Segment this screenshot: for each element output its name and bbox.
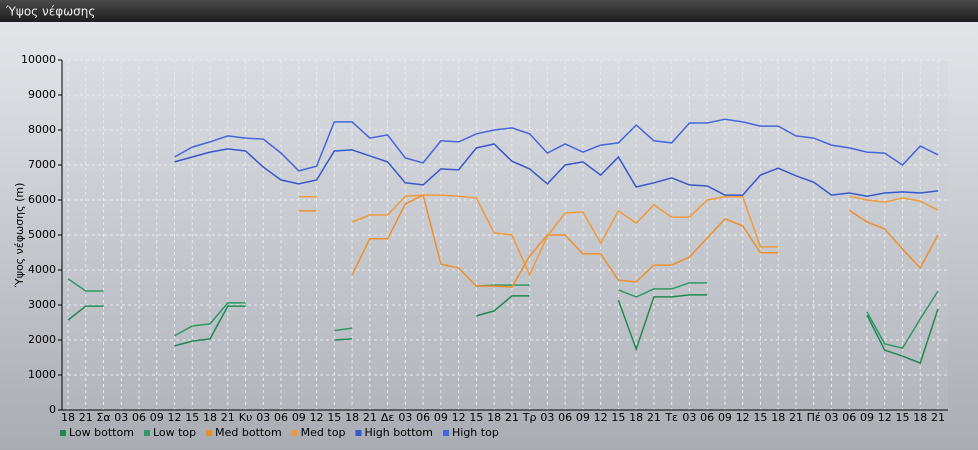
- x-tick-label: 03: [540, 411, 554, 424]
- series-line: [174, 302, 246, 337]
- x-tick-label: 09: [434, 411, 448, 424]
- series-line: [849, 195, 939, 211]
- title-bar: [0, 0, 978, 22]
- legend-swatch: [206, 430, 213, 436]
- x-tick-label: Κυ: [239, 411, 253, 424]
- x-tick-label: 21: [79, 411, 93, 424]
- x-tick-label: 18: [61, 411, 75, 424]
- y-tick-label: 1000: [28, 368, 56, 381]
- series-line: [617, 294, 708, 352]
- y-tick-label: 5000: [28, 228, 56, 241]
- legend-label: Med bottom: [215, 426, 282, 439]
- legend-swatch: [291, 430, 298, 436]
- legend-label: Med top: [301, 426, 346, 439]
- x-tick-label: 03: [824, 411, 838, 424]
- y-tick-label: 7000: [28, 158, 56, 171]
- x-tick-label: 18: [629, 411, 643, 424]
- x-tick-label: 21: [789, 411, 803, 424]
- x-tick-label: 21: [221, 411, 235, 424]
- series-line: [848, 209, 939, 270]
- x-tick-label: Τρ: [522, 411, 537, 424]
- legend-swatch: [355, 430, 362, 436]
- x-tick-label: 03: [682, 411, 696, 424]
- x-tick-label: 15: [469, 411, 483, 424]
- x-tick-label: 12: [310, 411, 324, 424]
- y-tick-label: 10000: [21, 53, 56, 66]
- x-tick-label: 15: [611, 411, 625, 424]
- x-tick-label: 21: [505, 411, 519, 424]
- x-tick-label: 03: [398, 411, 412, 424]
- legend-swatch: [60, 430, 66, 436]
- x-tick-label: 12: [736, 411, 750, 424]
- x-tick-label: 18: [487, 411, 501, 424]
- x-tick-label: 18: [203, 411, 217, 424]
- series-line: [334, 327, 353, 332]
- y-tick-label: 3000: [28, 298, 56, 311]
- legend-label: Low bottom: [69, 426, 134, 439]
- x-tick-label: 06: [274, 411, 288, 424]
- x-tick-label: 15: [327, 411, 341, 424]
- x-tick-label: 21: [363, 411, 377, 424]
- x-tick-label: 03: [114, 411, 128, 424]
- x-tick-label: 18: [771, 411, 785, 424]
- x-tick-label: 09: [292, 411, 306, 424]
- x-tick-label: Δε: [381, 411, 395, 424]
- series-line: [866, 308, 939, 365]
- x-tick-label: 15: [895, 411, 909, 424]
- y-tick-label: 4000: [28, 263, 56, 276]
- x-tick-label: 09: [576, 411, 590, 424]
- x-tick-label: 12: [878, 411, 892, 424]
- x-tick-label: 06: [132, 411, 146, 424]
- x-tick-label: Τε: [664, 411, 678, 424]
- series-line: [174, 305, 246, 347]
- y-tick-label: 9000: [28, 88, 56, 101]
- x-tick-label: 12: [594, 411, 608, 424]
- y-tick-label: 8000: [28, 123, 56, 136]
- x-tick-label: 03: [256, 411, 270, 424]
- x-tick-label: 21: [647, 411, 661, 424]
- x-tick-label: 09: [150, 411, 164, 424]
- x-tick-label: 18: [345, 411, 359, 424]
- x-tick-label: 18: [913, 411, 927, 424]
- x-tick-label: 15: [185, 411, 199, 424]
- x-tick-label: 06: [700, 411, 714, 424]
- y-tick-label: 2000: [28, 333, 56, 346]
- series-line: [476, 295, 530, 317]
- series-line: [67, 278, 104, 292]
- x-tick-label: 06: [558, 411, 572, 424]
- x-tick-label: Σα: [96, 411, 110, 424]
- legend-swatch: [143, 430, 150, 436]
- x-tick-label: 06: [842, 411, 856, 424]
- x-tick-label: 09: [718, 411, 732, 424]
- x-tick-label: 21: [931, 411, 945, 424]
- x-tick-label: 15: [753, 411, 767, 424]
- series-line: [866, 290, 939, 349]
- series-line: [174, 118, 939, 172]
- y-axis-label: Ύψος νέφωσης (m): [13, 183, 26, 289]
- x-tick-label: 06: [416, 411, 430, 424]
- x-tick-label: 12: [168, 411, 182, 424]
- series-line: [351, 194, 779, 277]
- legend-label: Low top: [153, 426, 196, 439]
- legend-label: High bottom: [364, 426, 433, 439]
- legend-label: High top: [452, 426, 499, 439]
- series-line: [174, 143, 939, 197]
- y-tick-label: 0: [49, 403, 56, 416]
- x-tick-label: Πέ: [807, 411, 821, 424]
- legend-swatch: [443, 430, 449, 436]
- series-line: [334, 338, 353, 341]
- series-line: [618, 282, 708, 298]
- y-tick-label: 6000: [28, 193, 56, 206]
- series-line: [67, 305, 104, 321]
- x-tick-label: 12: [452, 411, 466, 424]
- window-title: Ύψος νέφωσης: [5, 5, 95, 19]
- x-tick-label: 09: [860, 411, 874, 424]
